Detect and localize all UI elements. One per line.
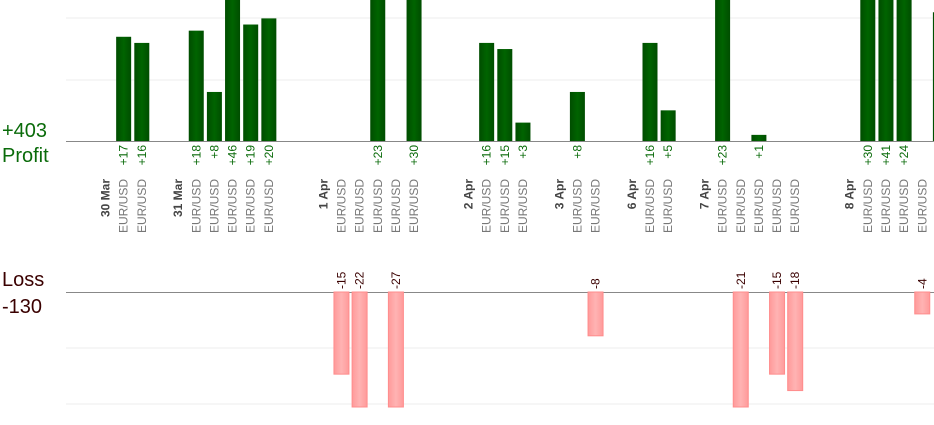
profit-value-label: +8 [207,145,221,159]
profit-bar [497,49,512,141]
labels-layer: 30 Mar EUR/USD +17 EUR/USD +16 31 Mar EUR/USD +… [99,145,934,289]
profit-value-label: +46 [226,145,240,166]
profit-label: Profit [2,145,49,167]
profit-value-label: +20 [262,145,276,166]
date-label: 7 Apr [697,179,711,210]
profit-bar [878,0,893,141]
profit-value-label: +3 [516,145,530,159]
loss-bar [733,292,748,407]
loss-bar [770,292,785,374]
profit-bar [515,123,530,141]
pair-label: EUR/USD [480,179,494,233]
pair-label: EUR/USD [334,179,348,233]
pair-label: EUR/USD [498,179,512,233]
date-label: 8 Apr [843,179,857,210]
profit-bar [116,37,131,141]
profit-bar [570,92,585,141]
profit-bar [643,43,658,141]
pair-label: EUR/USD [117,179,131,233]
loss-bar [334,292,349,374]
loss-value-label: -18 [788,271,802,289]
profit-value-label: +23 [716,145,730,166]
profit-bar [479,43,494,141]
profit-value-label: +17 [117,145,131,166]
loss-value-label: -22 [353,271,367,289]
pair-label: EUR/USD [589,179,603,233]
pair-label: EUR/USD [788,179,802,233]
pair-label: EUR/USD [207,179,221,233]
loss-label: Loss [2,269,44,291]
pair-label: EUR/USD [407,179,421,233]
pair-label: EUR/USD [716,179,730,233]
pair-label: EUR/USD [897,179,911,233]
pair-label: EUR/USD [516,179,530,233]
loss-value-label: -15 [770,271,784,289]
profit-value-label: +30 [861,145,875,166]
loss-value-label: -27 [389,271,403,289]
pair-label: EUR/USD [262,179,276,233]
date-label: 1 Apr [316,179,330,210]
profit-bar [751,135,766,141]
profit-bar [860,0,875,141]
profit-bar [897,0,912,141]
profit-bar [261,18,276,141]
pair-label: EUR/USD [135,179,149,233]
profit-value-label: +30 [407,145,421,166]
profit-value-label: +16 [643,145,657,166]
pair-label: EUR/USD [861,179,875,233]
date-label: 3 Apr [552,179,566,210]
pair-label: EUR/USD [353,179,367,233]
profit-value-label: +19 [244,145,258,166]
profit-value-label: +16 [480,145,494,166]
pair-label: EUR/USD [915,179,929,233]
date-label: 30 Mar [99,179,113,217]
pair-label: EUR/USD [752,179,766,233]
loss-value-label: -15 [334,271,348,289]
loss-value-label: -8 [589,278,603,289]
loss-bar [788,292,803,391]
profit-value-label: +16 [135,145,149,166]
pair-label: EUR/USD [770,179,784,233]
pair-label: EUR/USD [371,179,385,233]
loss-bar [388,292,403,407]
date-label: 6 Apr [625,179,639,210]
loss-bar [352,292,367,407]
profit-value-label: +1 [752,145,766,159]
pair-label: EUR/USD [643,179,657,233]
loss-total: -130 [2,296,42,318]
profit-value-label: +23 [371,145,385,166]
profit-value-label: +18 [189,145,203,166]
profit-bar [370,0,385,141]
profit-bar [207,92,222,141]
profit-bar [661,110,676,141]
loss-value-label: -4 [915,278,929,289]
profit-value-label: +8 [570,145,584,159]
profit-bar [134,43,149,141]
pair-label: EUR/USD [879,179,893,233]
pair-label: EUR/USD [734,179,748,233]
loss-bar [588,292,603,336]
pair-label: EUR/USD [226,179,240,233]
profit-value-label: +5 [661,145,675,159]
pair-label: EUR/USD [244,179,258,233]
loss-value-label: -21 [734,271,748,289]
profit-value-label: +15 [498,145,512,166]
pair-label: EUR/USD [570,179,584,233]
profit-bar [407,0,422,141]
profit-bar [189,31,204,141]
date-label: 31 Mar [171,179,185,217]
pair-label: EUR/USD [189,179,203,233]
loss-bar [915,292,930,314]
profit-bar [225,0,240,141]
profit-bar [243,25,258,141]
date-label: 2 Apr [462,179,476,210]
pair-label: EUR/USD [389,179,403,233]
profit-value-label: +24 [897,145,911,166]
profit-value-label: +41 [879,145,893,166]
profit-total: +403 [2,120,47,142]
pair-label: EUR/USD [661,179,675,233]
profit-bar [715,0,730,141]
